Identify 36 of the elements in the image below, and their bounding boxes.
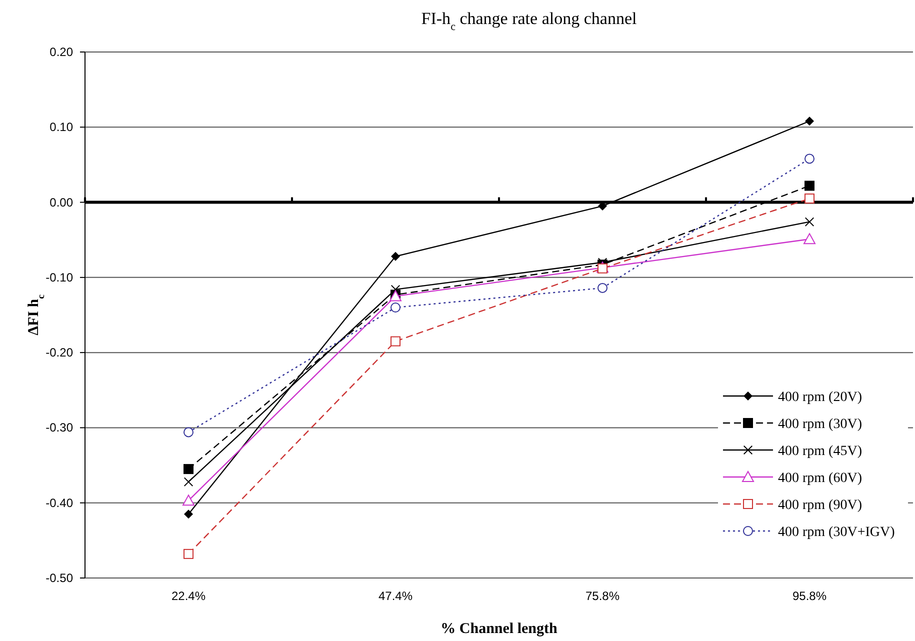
point: [804, 194, 814, 204]
point: [184, 510, 193, 519]
x-tick-label: 75.8%: [585, 589, 620, 603]
legend-label: 400 rpm (20V): [778, 390, 862, 405]
legend-label: 400 rpm (30V+IGV): [778, 525, 896, 540]
point: [182, 494, 194, 506]
y-tick-label: 0.10: [50, 120, 74, 134]
point: [390, 336, 400, 346]
chart-title: FI-h$_{c}$ change rate along channel: [421, 9, 637, 33]
y-tick-label: -0.50: [46, 571, 74, 585]
y-tick-label: -0.40: [46, 496, 74, 510]
x-tick-label: 95.8%: [792, 589, 827, 603]
y-tick-label: 0.20: [50, 45, 74, 59]
y-tick-label: -0.10: [46, 270, 74, 284]
legend-label: 400 rpm (30V): [778, 417, 862, 432]
point: [804, 180, 814, 191]
point: [184, 464, 194, 474]
point: [804, 154, 814, 164]
legend-label: 400 rpm (60V): [778, 471, 862, 486]
y-tick-label: 0.00: [50, 195, 74, 210]
x-tick-label: 47.4%: [378, 589, 413, 603]
legend-label: 400 rpm (90V): [778, 498, 862, 513]
point: [391, 252, 400, 261]
point: [804, 233, 816, 244]
y-tick-label: -0.30: [46, 420, 74, 435]
point: [184, 548, 194, 559]
x-axis-title: % Channel length: [440, 621, 558, 637]
point: [598, 282, 608, 293]
x-tick-label: 22.4%: [171, 589, 206, 603]
legend-label: 400 rpm (45V): [778, 444, 862, 459]
point: [805, 217, 814, 226]
point: [184, 427, 194, 438]
y-tick-label: -0.20: [46, 346, 74, 360]
point: [184, 477, 193, 486]
point: [805, 116, 814, 126]
point: [390, 302, 400, 312]
